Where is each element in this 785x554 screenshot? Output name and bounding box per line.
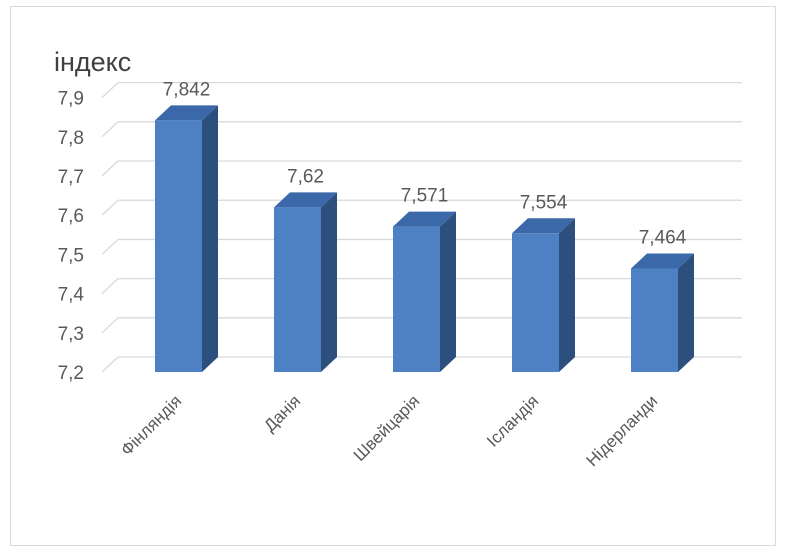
bar-top: [393, 211, 456, 227]
bar-top: [155, 105, 218, 121]
y-tick-label: 7,5: [58, 245, 84, 266]
bar-side: [321, 192, 337, 372]
y-axis-ticks: 7,2 7,3 7,4 7,5 7,6 7,7 7,8 7,9: [58, 89, 85, 384]
gridline-floor-edge: [101, 278, 119, 295]
data-label: 7,842: [163, 79, 211, 100]
bar-side: [440, 211, 456, 372]
gridline-floor-edge: [101, 82, 119, 99]
y-tick-label: 7,7: [58, 167, 84, 188]
bar-top: [631, 253, 694, 269]
gridline-floor-edge: [101, 199, 119, 216]
data-label: 7,464: [639, 228, 687, 249]
x-tick-label: Данія: [260, 391, 304, 435]
bars: 7,842 7,62 7,571 7,554 7,464: [155, 79, 694, 372]
gridline-floor-edge: [101, 121, 119, 138]
y-tick-label: 7,2: [58, 363, 84, 384]
x-tick-label: Нідерланди: [582, 391, 661, 470]
y-tick-label: 7,3: [58, 324, 84, 345]
bar: [512, 233, 559, 372]
x-tick-label: Швейцарія: [350, 391, 424, 465]
data-label: 7,62: [287, 166, 324, 187]
x-tick-label: Ісландія: [483, 391, 542, 450]
bar: [393, 226, 440, 372]
bar: [631, 268, 678, 372]
y-tick-label: 7,6: [58, 206, 84, 227]
gridline-floor-edge: [101, 238, 119, 255]
bar-top: [512, 218, 575, 234]
chart-title: індекс: [54, 47, 131, 77]
gridline-floor-edge: [101, 160, 119, 177]
gridline-floor-edge: [101, 317, 119, 334]
y-tick-label: 7,4: [58, 285, 85, 306]
y-tick-label: 7,8: [58, 128, 84, 149]
bar: [274, 207, 321, 372]
y-tick-label: 7,9: [58, 89, 84, 110]
gridline-floor-edge: [101, 356, 119, 373]
x-tick-label: Фінляндія: [117, 391, 185, 459]
bar-side: [559, 218, 575, 372]
bar-side: [202, 105, 218, 372]
data-label: 7,554: [520, 192, 568, 213]
x-axis-labels: Фінляндія Данія Швейцарія Ісландія Нідерланд…: [117, 391, 661, 470]
bar-side: [678, 253, 694, 372]
bar: [155, 120, 202, 372]
bar-top: [274, 192, 337, 208]
data-label: 7,571: [401, 186, 449, 207]
